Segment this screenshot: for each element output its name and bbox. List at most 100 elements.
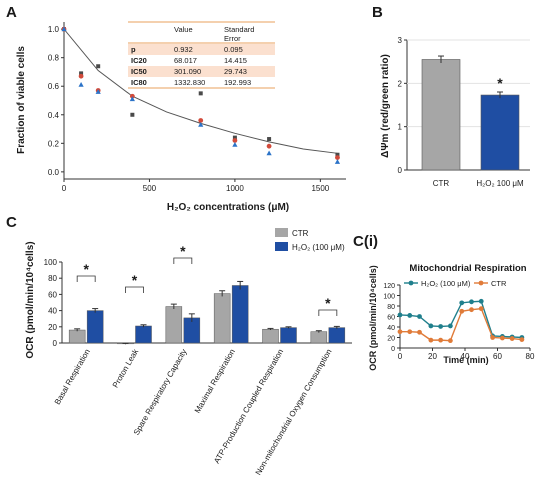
panel-ci-data-point <box>490 335 496 340</box>
table-param-value: 0.932 <box>174 45 193 54</box>
data-point-circle <box>198 118 204 123</box>
panel-c-legend-label: H₂O₂ (100 μM) <box>292 243 345 252</box>
stderr-header-line: Error <box>224 34 241 43</box>
panel-ci-data-point <box>478 306 484 312</box>
stderr-header-line: Standard <box>224 25 254 34</box>
data-point-square <box>198 91 203 96</box>
panel-c-significance-star: * <box>83 261 89 277</box>
panel-ci-x-tick-label: 80 <box>526 352 535 361</box>
data-point-circle <box>78 73 84 79</box>
panel-a-x-tick-label: 1500 <box>311 184 329 193</box>
panel-ci-data-point <box>438 324 444 329</box>
panel-a-x-tick-label: 1000 <box>226 184 244 193</box>
data-point-square <box>79 71 84 76</box>
data-point-circle <box>232 138 238 143</box>
panel-a-y-tick-label: 0.2 <box>48 139 60 148</box>
panel-c-bar <box>135 325 152 344</box>
panel-b-bar <box>480 94 520 171</box>
panel-ci-title: Mitochondrial Respiration <box>409 263 526 274</box>
data-point-circle <box>266 143 272 149</box>
panel-c-legend-swatch <box>275 242 288 251</box>
panel-a-y-label: Fraction of viable cells <box>16 46 27 154</box>
panel-b-y-tick-label: 3 <box>398 36 403 45</box>
panel-c-bar <box>262 328 279 344</box>
panel-c-y-label: OCR (pmol/min/10⁴cells) <box>25 241 36 358</box>
panel-b-significance-star: * <box>497 75 503 91</box>
panel-c-significance-star: * <box>132 272 138 288</box>
data-point-square <box>96 64 101 69</box>
table-param-stderr: 29.743 <box>224 67 247 76</box>
panel-c-legend-swatch <box>275 228 288 237</box>
table-param-value: 68.017 <box>174 56 197 65</box>
panel-c-bar <box>213 293 231 344</box>
panel-c-y-tick-label: 60 <box>48 290 57 299</box>
table-param-stderr: 0.095 <box>224 45 243 54</box>
data-point-square <box>335 152 340 157</box>
panel-ci-data-point <box>397 312 403 318</box>
panel-ci-x-tick-label: 40 <box>461 352 470 361</box>
panel-c-bar <box>328 327 346 344</box>
panel-c-y-tick-label: 0 <box>53 339 58 348</box>
panel-c-y-tick-label: 20 <box>48 323 57 332</box>
table-header-stderr: Standard Error <box>224 25 254 43</box>
panel-b-y-tick-label: 2 <box>398 79 403 88</box>
panel-c-significance-bracket <box>173 257 193 264</box>
panel-ci-x-label: Time (min) <box>443 355 488 365</box>
panel-b-category-label: CTR <box>433 179 450 188</box>
panel-c-y-tick-label: 80 <box>48 274 57 283</box>
panel-ci-data-point <box>428 323 434 329</box>
panel-ci-y-tick-label: 20 <box>387 336 395 343</box>
fit-parameters-table: Value Standard Error p 0.932 0.095 IC20 68.01… <box>128 21 275 89</box>
panel-ci-y-tick-label: 60 <box>387 315 395 322</box>
table-header-value: Value <box>174 25 193 34</box>
panel-c-category-label: Proton Leak <box>111 347 141 390</box>
panel-ci-data-point <box>519 337 525 342</box>
panel-c-bar <box>86 310 104 344</box>
panel-ci-x-tick-label: 0 <box>398 352 403 361</box>
panel-a-y-tick-label: 0.0 <box>48 168 60 177</box>
data-point-square <box>130 112 135 117</box>
panel-ci-y-tick-label: 100 <box>383 294 395 301</box>
panel-ci-data-point <box>499 335 505 341</box>
panel-c-bar <box>280 327 297 344</box>
table-param-stderr: 192.993 <box>224 78 251 87</box>
table-param-name: IC50 <box>131 67 147 76</box>
panel-c-category-label: Basal Respiration <box>53 348 92 407</box>
panel-ci-data-point <box>447 338 453 344</box>
table-param-stderr: 14.415 <box>224 56 247 65</box>
panel-ci-data-point <box>407 329 413 335</box>
panel-a-x-label: H₂O₂ concentrations (μM) <box>167 202 289 213</box>
panel-ci-data-point <box>417 314 422 319</box>
panel-ci-data-point <box>478 298 484 304</box>
panel-ci-y-label: OCR (pmol/min/10⁴cells) <box>368 265 378 370</box>
data-point-circle <box>335 155 340 160</box>
panel-a-x-tick-label: 500 <box>143 184 157 193</box>
panel-ci-data-point <box>469 299 474 305</box>
panel-a-y-tick-label: 1.0 <box>48 25 60 34</box>
panel-c-bar <box>310 331 328 344</box>
panel-a-scatter-chart: 0 500 1000 1500 0.0 0.2 0.4 0.6 0.8 1.0 H₂O₂ conc… <box>16 21 346 213</box>
panel-c-significance-star: * <box>180 243 186 259</box>
panel-b-bar-chart: 0 1 2 3 CTR H₂O₂ 100 μM * ΔΨm (red/green rati… <box>380 36 530 188</box>
panel-ci-data-point <box>469 307 474 313</box>
data-point-square <box>232 135 237 140</box>
panel-ci-data-point <box>407 313 413 318</box>
panel-ci-legend-label: CTR <box>491 279 507 288</box>
panel-ci-x-tick-label: 20 <box>428 352 437 361</box>
table-param-name: p <box>131 45 136 54</box>
panel-c-category-label: Maximal Respiration <box>193 348 237 415</box>
panel-ci-y-tick-label: 80 <box>387 304 395 311</box>
table-param-value: 1332.830 <box>174 78 205 87</box>
panel-ci-data-point <box>459 308 465 314</box>
panel-letter-a: A <box>6 4 17 21</box>
data-point-triangle <box>334 159 341 164</box>
panel-c-y-tick-label: 40 <box>48 307 57 316</box>
panel-b-y-tick-label: 1 <box>398 123 403 132</box>
panel-ci-data-point <box>447 323 453 329</box>
table-param-value: 301.090 <box>174 67 201 76</box>
panel-ci-legend-marker <box>478 280 484 286</box>
panel-c-grouped-bar-chart: 0 20 40 60 80 100 * * * * Basal Respiration Proto… <box>25 228 352 477</box>
data-point-square <box>267 137 272 142</box>
panel-b-category-label: H₂O₂ 100 μM <box>476 179 524 188</box>
panel-ci-data-point <box>509 336 515 341</box>
